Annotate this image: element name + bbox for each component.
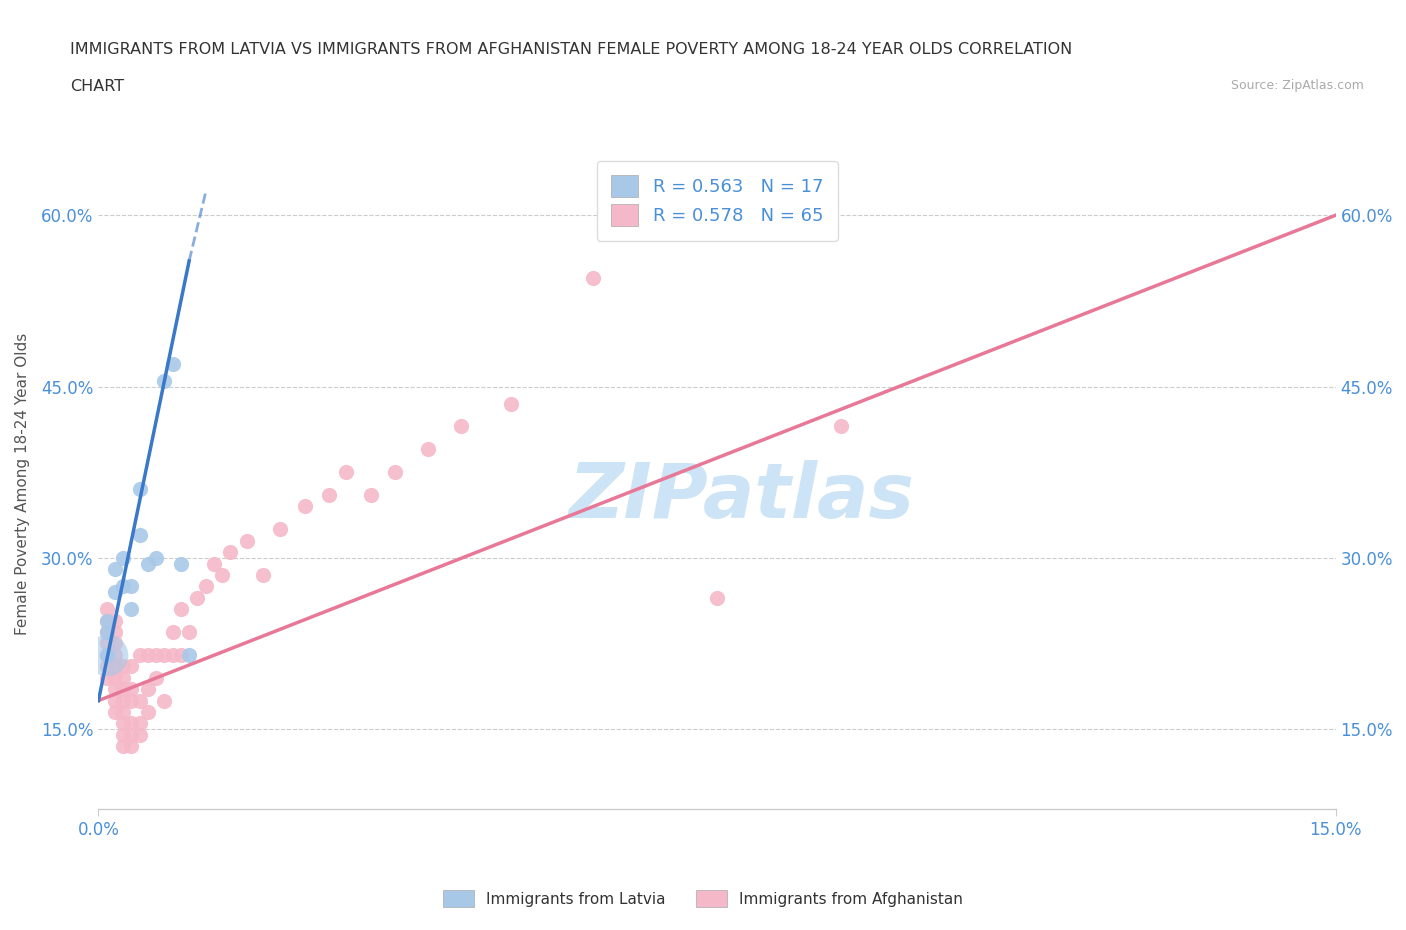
- Legend: Immigrants from Latvia, Immigrants from Afghanistan: Immigrants from Latvia, Immigrants from …: [437, 884, 969, 913]
- Point: [128, 693, 150, 708]
- Point: [360, 487, 382, 502]
- Point: [128, 527, 150, 542]
- Point: [830, 419, 852, 434]
- Point: [170, 647, 193, 662]
- Point: [145, 671, 167, 685]
- Point: [104, 562, 127, 577]
- Point: [318, 487, 340, 502]
- Point: [120, 693, 142, 708]
- Point: [96, 625, 118, 640]
- Point: [96, 602, 118, 617]
- Point: [186, 591, 208, 605]
- Point: [104, 625, 127, 640]
- Point: [120, 716, 142, 731]
- Point: [335, 465, 357, 480]
- Point: [104, 705, 127, 720]
- Point: [418, 442, 440, 457]
- Text: CHART: CHART: [70, 79, 124, 94]
- Point: [96, 647, 118, 662]
- Point: [202, 556, 225, 571]
- Point: [499, 396, 522, 411]
- Point: [450, 419, 472, 434]
- Point: [153, 373, 176, 388]
- Point: [96, 671, 118, 685]
- Point: [128, 716, 150, 731]
- Point: [269, 522, 291, 537]
- Point: [153, 693, 176, 708]
- Point: [96, 647, 118, 662]
- Text: ZIPatlas: ZIPatlas: [569, 459, 915, 534]
- Point: [96, 613, 118, 628]
- Point: [96, 625, 118, 640]
- Point: [104, 647, 127, 662]
- Point: [120, 579, 142, 594]
- Point: [136, 647, 159, 662]
- Point: [162, 647, 184, 662]
- Point: [112, 658, 135, 673]
- Point: [104, 585, 127, 600]
- Point: [236, 533, 259, 548]
- Point: [96, 658, 118, 673]
- Point: [136, 556, 159, 571]
- Point: [120, 658, 142, 673]
- Point: [219, 545, 242, 560]
- Point: [136, 705, 159, 720]
- Point: [136, 682, 159, 697]
- Point: [104, 671, 127, 685]
- Y-axis label: Female Poverty Among 18-24 Year Olds: Female Poverty Among 18-24 Year Olds: [15, 333, 30, 634]
- Point: [211, 567, 233, 582]
- Point: [120, 727, 142, 742]
- Point: [112, 705, 135, 720]
- Point: [170, 556, 193, 571]
- Point: [170, 602, 193, 617]
- Text: Source: ZipAtlas.com: Source: ZipAtlas.com: [1230, 79, 1364, 92]
- Point: [104, 636, 127, 651]
- Point: [145, 647, 167, 662]
- Point: [104, 682, 127, 697]
- Point: [128, 647, 150, 662]
- Point: [706, 591, 728, 605]
- Point: [112, 682, 135, 697]
- Point: [582, 271, 605, 286]
- Point: [96, 613, 118, 628]
- Point: [162, 625, 184, 640]
- Point: [294, 499, 316, 514]
- Point: [104, 613, 127, 628]
- Point: [153, 647, 176, 662]
- Legend: R = 0.563   N = 17, R = 0.578   N = 65: R = 0.563 N = 17, R = 0.578 N = 65: [596, 161, 838, 241]
- Point: [128, 482, 150, 497]
- Point: [112, 727, 135, 742]
- Text: IMMIGRANTS FROM LATVIA VS IMMIGRANTS FROM AFGHANISTAN FEMALE POVERTY AMONG 18-24: IMMIGRANTS FROM LATVIA VS IMMIGRANTS FRO…: [70, 42, 1073, 57]
- Point: [120, 602, 142, 617]
- Point: [112, 671, 135, 685]
- Point: [96, 636, 118, 651]
- Point: [384, 465, 406, 480]
- Point: [194, 579, 217, 594]
- Point: [179, 625, 201, 640]
- Point: [104, 658, 127, 673]
- Point: [252, 567, 274, 582]
- Point: [120, 682, 142, 697]
- Point: [96, 647, 118, 662]
- Point: [104, 693, 127, 708]
- Point: [128, 727, 150, 742]
- Point: [112, 693, 135, 708]
- Point: [120, 738, 142, 753]
- Point: [112, 579, 135, 594]
- Point: [112, 551, 135, 565]
- Point: [112, 738, 135, 753]
- Point: [145, 551, 167, 565]
- Point: [162, 356, 184, 371]
- Point: [112, 716, 135, 731]
- Point: [179, 647, 201, 662]
